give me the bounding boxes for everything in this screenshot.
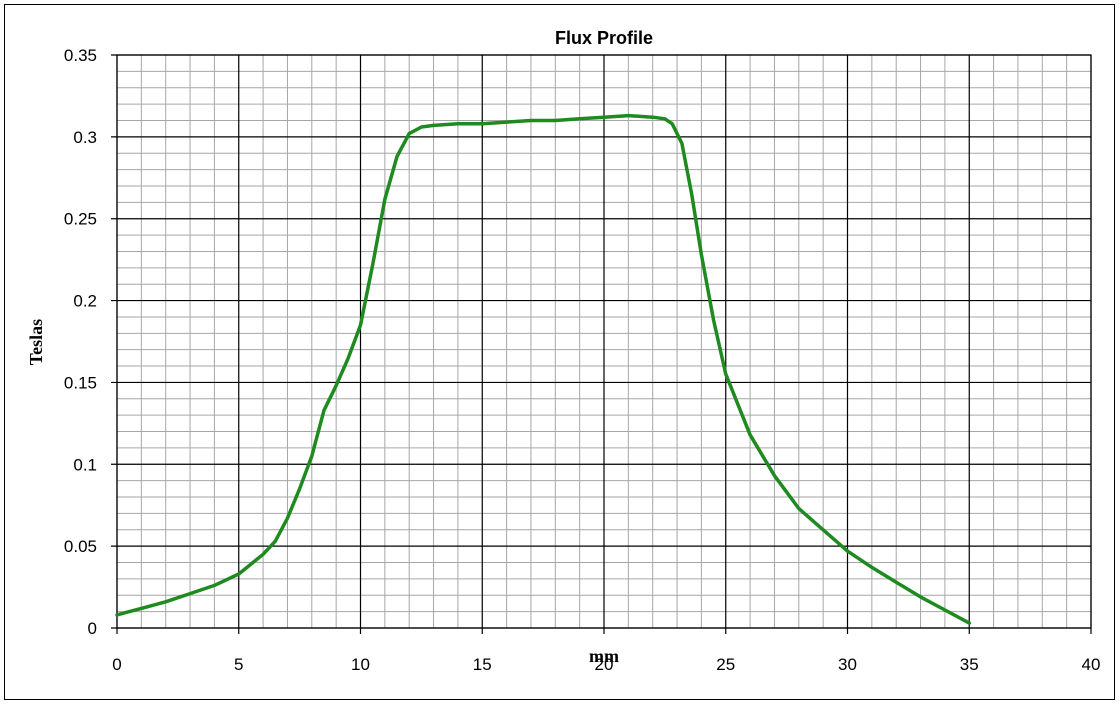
chart-title: Flux Profile: [555, 28, 653, 48]
y-tick-label: 0.25: [64, 210, 97, 229]
x-tick-label: 20: [595, 655, 614, 674]
x-axis-title: mm: [589, 646, 619, 666]
y-tick-label: 0.35: [64, 46, 97, 65]
y-tick-label: 0.3: [73, 128, 97, 147]
y-tick-label: 0.2: [73, 292, 97, 311]
x-tick-label: 15: [473, 655, 492, 674]
y-tick-label: 0.05: [64, 537, 97, 556]
y-tick-label: 0.15: [64, 373, 97, 392]
flux-series-line: [115, 113, 972, 625]
plot-area-border: [116, 54, 1092, 629]
x-tick-label: 40: [1082, 655, 1101, 674]
y-tick-label: 0.1: [73, 455, 97, 474]
x-tick-label: 35: [960, 655, 979, 674]
x-tick-label: 10: [351, 655, 370, 674]
x-tick-label: 25: [716, 655, 735, 674]
y-tick-labels: 0 0.05 0.1 0.15 0.2 0.25 0.3 0.35: [64, 46, 97, 638]
x-tick-label: 0: [112, 655, 121, 674]
x-tick-labels: 0 5 10 15 20 25 30 35 40: [112, 655, 1100, 674]
x-tick-label: 30: [838, 655, 857, 674]
y-axis-title: Teslas: [26, 319, 46, 365]
y-tick-label: 0: [88, 619, 97, 638]
x-tick-label: 5: [234, 655, 243, 674]
